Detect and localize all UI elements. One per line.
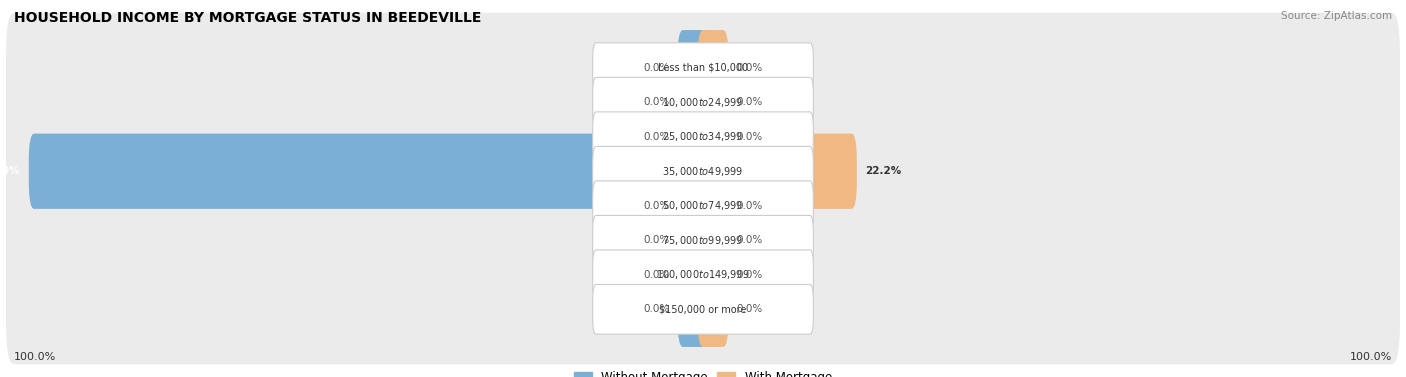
Text: 0.0%: 0.0% <box>737 132 762 142</box>
Text: 0.0%: 0.0% <box>737 201 762 211</box>
Text: 0.0%: 0.0% <box>644 235 669 245</box>
FancyBboxPatch shape <box>678 30 709 105</box>
FancyBboxPatch shape <box>28 133 709 209</box>
Text: Less than $10,000: Less than $10,000 <box>658 63 748 73</box>
Text: HOUSEHOLD INCOME BY MORTGAGE STATUS IN BEEDEVILLE: HOUSEHOLD INCOME BY MORTGAGE STATUS IN B… <box>14 11 481 25</box>
Text: 0.0%: 0.0% <box>737 63 762 73</box>
FancyBboxPatch shape <box>593 181 813 231</box>
FancyBboxPatch shape <box>678 237 709 313</box>
FancyBboxPatch shape <box>6 116 1400 226</box>
Legend: Without Mortgage, With Mortgage: Without Mortgage, With Mortgage <box>569 366 837 377</box>
Text: $25,000 to $34,999: $25,000 to $34,999 <box>662 130 744 143</box>
Text: 0.0%: 0.0% <box>644 132 669 142</box>
FancyBboxPatch shape <box>6 220 1400 330</box>
Text: 0.0%: 0.0% <box>644 63 669 73</box>
FancyBboxPatch shape <box>697 99 728 174</box>
FancyBboxPatch shape <box>697 203 728 278</box>
FancyBboxPatch shape <box>678 168 709 244</box>
Text: 0.0%: 0.0% <box>737 270 762 280</box>
FancyBboxPatch shape <box>697 272 728 347</box>
FancyBboxPatch shape <box>678 64 709 140</box>
FancyBboxPatch shape <box>6 185 1400 295</box>
FancyBboxPatch shape <box>678 203 709 278</box>
Text: 100.0%: 100.0% <box>0 166 21 176</box>
Text: 0.0%: 0.0% <box>737 304 762 314</box>
FancyBboxPatch shape <box>593 285 813 334</box>
Text: $10,000 to $24,999: $10,000 to $24,999 <box>662 96 744 109</box>
FancyBboxPatch shape <box>697 133 856 209</box>
Text: 100.0%: 100.0% <box>1350 352 1392 362</box>
FancyBboxPatch shape <box>6 47 1400 157</box>
FancyBboxPatch shape <box>6 254 1400 364</box>
Text: 22.2%: 22.2% <box>865 166 901 176</box>
FancyBboxPatch shape <box>6 82 1400 192</box>
Text: 0.0%: 0.0% <box>644 304 669 314</box>
FancyBboxPatch shape <box>6 151 1400 261</box>
FancyBboxPatch shape <box>697 30 728 105</box>
FancyBboxPatch shape <box>593 215 813 265</box>
Text: $75,000 to $99,999: $75,000 to $99,999 <box>662 234 744 247</box>
FancyBboxPatch shape <box>678 272 709 347</box>
FancyBboxPatch shape <box>697 64 728 140</box>
FancyBboxPatch shape <box>593 43 813 92</box>
FancyBboxPatch shape <box>593 146 813 196</box>
FancyBboxPatch shape <box>593 250 813 300</box>
Text: 100.0%: 100.0% <box>14 352 56 362</box>
FancyBboxPatch shape <box>593 112 813 162</box>
Text: 0.0%: 0.0% <box>644 270 669 280</box>
Text: 0.0%: 0.0% <box>737 235 762 245</box>
Text: 0.0%: 0.0% <box>644 201 669 211</box>
Text: $100,000 to $149,999: $100,000 to $149,999 <box>657 268 749 281</box>
FancyBboxPatch shape <box>6 13 1400 123</box>
Text: 0.0%: 0.0% <box>737 97 762 107</box>
Text: $35,000 to $49,999: $35,000 to $49,999 <box>662 165 744 178</box>
FancyBboxPatch shape <box>678 99 709 174</box>
FancyBboxPatch shape <box>697 237 728 313</box>
Text: $150,000 or more: $150,000 or more <box>659 304 747 314</box>
Text: Source: ZipAtlas.com: Source: ZipAtlas.com <box>1281 11 1392 21</box>
FancyBboxPatch shape <box>593 77 813 127</box>
FancyBboxPatch shape <box>697 168 728 244</box>
Text: 0.0%: 0.0% <box>644 97 669 107</box>
Text: $50,000 to $74,999: $50,000 to $74,999 <box>662 199 744 212</box>
